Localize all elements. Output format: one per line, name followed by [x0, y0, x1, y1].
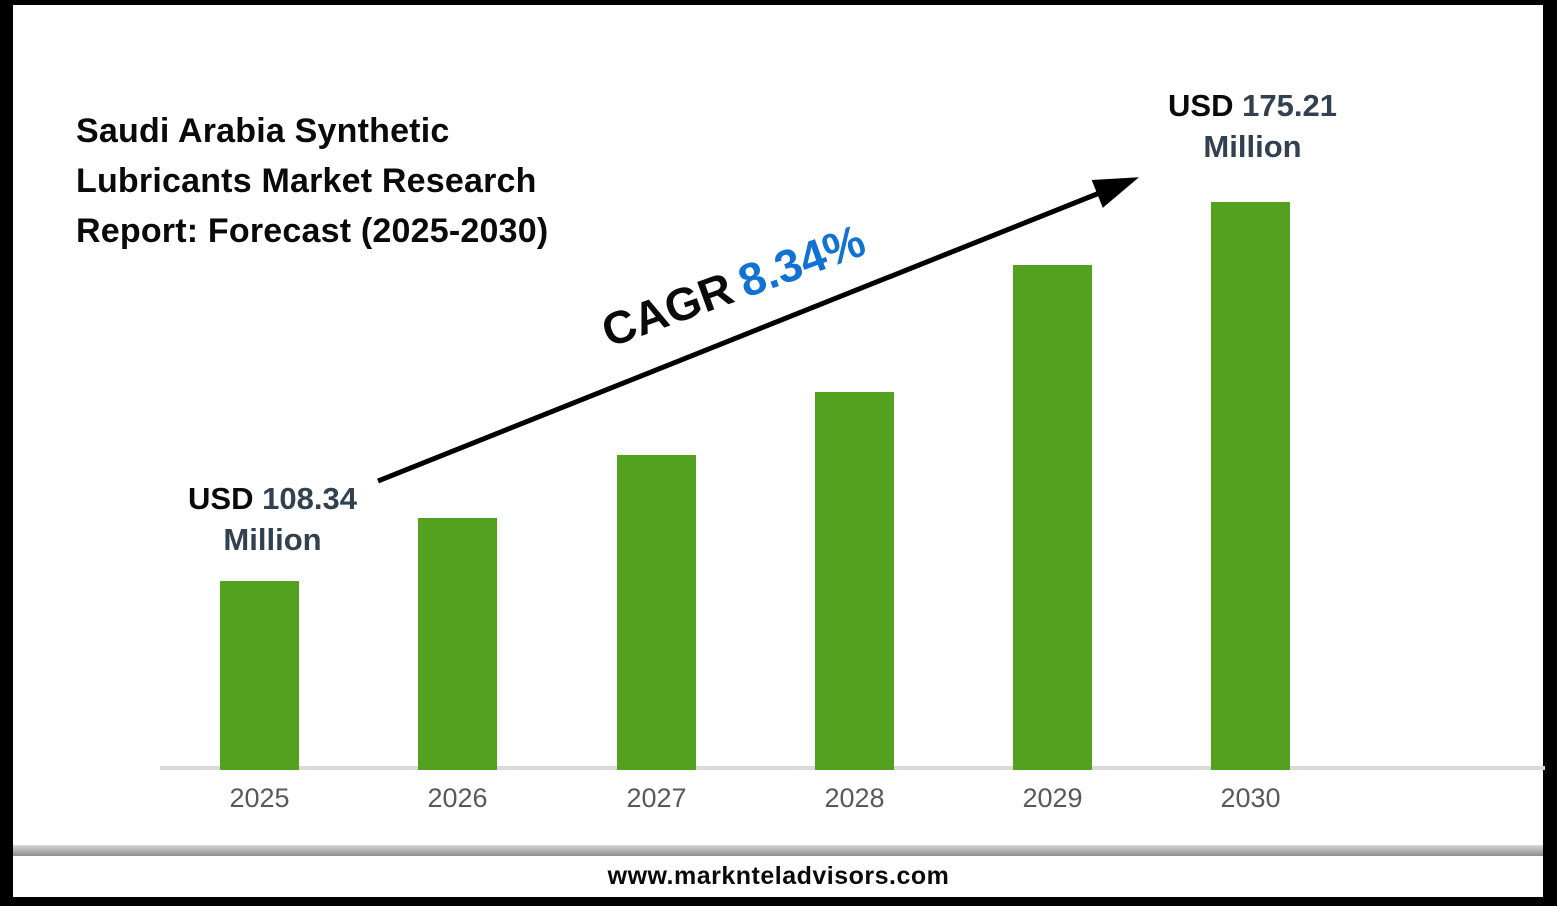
currency-label: USD: [1168, 88, 1234, 123]
currency-label: USD: [188, 481, 254, 516]
x-axis-label-2026: 2026: [427, 783, 488, 813]
cagr-text: CAGR: [594, 261, 740, 358]
x-axis-label-2027: 2027: [626, 783, 687, 813]
cagr-value: 8.34%: [731, 213, 872, 308]
value-annotation-2030: USD 175.21 Million: [1130, 85, 1375, 167]
footer-divider: [13, 845, 1543, 856]
x-axis-label-2025: 2025: [229, 783, 290, 813]
unit-label: Million: [1203, 129, 1302, 164]
x-axis-label-2028: 2028: [824, 783, 885, 813]
chart-title-line-1: Saudi Arabia Synthetic: [76, 112, 450, 150]
bar-2026: [418, 518, 497, 770]
chart-title-line-3: Report: Forecast (2025-2030): [76, 212, 549, 250]
bar-2025: [220, 581, 299, 770]
bar-2029: [1013, 265, 1092, 770]
bar-2028: [815, 392, 894, 770]
bar-2030: [1211, 202, 1290, 770]
footer-website: www.marknteladvisors.com: [607, 862, 950, 890]
value-annotation-2025: USD 108.34 Million: [150, 478, 395, 560]
x-axis-label-2030: 2030: [1220, 783, 1281, 813]
chart-title: Saudi Arabia Synthetic Lubricants Market…: [76, 106, 676, 256]
value-2025: 108.34: [262, 481, 357, 516]
value-2030: 175.21: [1242, 88, 1337, 123]
x-axis-label-2029: 2029: [1022, 783, 1083, 813]
unit-label: Million: [223, 522, 322, 557]
chart-title-line-2: Lubricants Market Research: [76, 162, 537, 200]
footer-bottom-bar: [13, 897, 1543, 906]
bar-2027: [617, 455, 696, 770]
